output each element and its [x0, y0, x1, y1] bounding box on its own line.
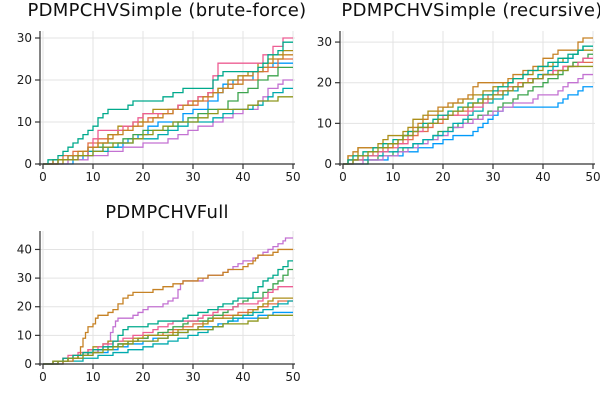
x-tick-label: 20 — [435, 170, 450, 184]
subplot-brute-force: 0 10 20 30 40 50 0 10 20 30 — [0, 0, 300, 200]
y-tick-label: 30 — [17, 271, 32, 285]
trajectory-traj-6 — [43, 300, 293, 365]
subplot-recursive: 0 10 20 30 40 50 0 10 20 30 — [300, 0, 600, 200]
x-tick-label: 10 — [85, 170, 100, 184]
x-tick-label: 40 — [535, 170, 550, 184]
x-tick-label: 40 — [235, 370, 250, 384]
trajectory-traj-1 — [343, 86, 593, 165]
y-tick-label: 0 — [24, 357, 32, 371]
trajectory-traj-9 — [43, 41, 293, 165]
y-tick-label: 0 — [324, 157, 332, 171]
x-tick-label: 0 — [339, 170, 347, 184]
x-tick-label: 50 — [585, 170, 600, 184]
trajectory-traj-5 — [43, 49, 293, 165]
trajectory-traj-2 — [43, 58, 293, 165]
subplot-full: 0 10 20 30 40 50 0 10 20 30 40 — [0, 200, 300, 400]
x-tick-label: 20 — [135, 370, 150, 384]
trajectory-traj-4 — [43, 79, 293, 165]
plot1-title: PDMPCHVSimple (brute-force) — [27, 0, 307, 21]
y-tick-label: 10 — [317, 116, 332, 130]
x-tick-label: 30 — [185, 170, 200, 184]
x-tick-label: 10 — [85, 370, 100, 384]
trajectory-traj-6 — [343, 45, 593, 165]
trajectory-traj-3 — [43, 66, 293, 165]
x-tick-label: 50 — [285, 170, 300, 184]
plot3-title: PDMPCHVFull — [105, 202, 229, 223]
y-tick-label: 20 — [317, 76, 332, 90]
trajectory-traj-7 — [43, 37, 293, 165]
trajectory-traj-8 — [43, 248, 293, 365]
y-tick-label: 20 — [17, 300, 32, 314]
x-tick-label: 30 — [185, 370, 200, 384]
x-tick-label: 0 — [39, 170, 47, 184]
x-tick-label: 0 — [39, 370, 47, 384]
plot2-title: PDMPCHVSimple (recursive) — [341, 0, 600, 21]
y-tick-label: 40 — [17, 242, 32, 256]
y-tick-label: 10 — [17, 328, 32, 342]
x-tick-label: 20 — [135, 170, 150, 184]
x-tick-label: 50 — [285, 370, 300, 384]
trajectory-traj-9 — [43, 260, 293, 365]
y-tick-label: 0 — [24, 157, 32, 171]
trajectory-traj-4 — [343, 73, 593, 165]
y-tick-label: 10 — [17, 115, 32, 129]
plot-canvas: 0 10 20 30 40 50 0 10 20 30 40 — [17, 231, 300, 384]
trajectory-traj-10 — [343, 65, 593, 165]
x-tick-label: 30 — [485, 170, 500, 184]
plot-canvas: 0 10 20 30 40 50 0 10 20 30 — [317, 31, 600, 184]
plot-canvas: 0 10 20 30 40 50 0 10 20 30 — [17, 31, 300, 184]
y-tick-label: 30 — [317, 35, 332, 49]
trajectory-traj-10 — [43, 96, 293, 165]
x-tick-label: 10 — [385, 170, 400, 184]
x-tick-label: 40 — [235, 170, 250, 184]
trajectory-traj-4 — [43, 237, 293, 365]
y-tick-label: 30 — [17, 31, 32, 45]
trajectory-traj-9 — [343, 45, 593, 165]
trajectory-traj-8 — [343, 37, 593, 165]
y-tick-label: 20 — [17, 73, 32, 87]
trajectory-traj-10 — [43, 314, 293, 365]
